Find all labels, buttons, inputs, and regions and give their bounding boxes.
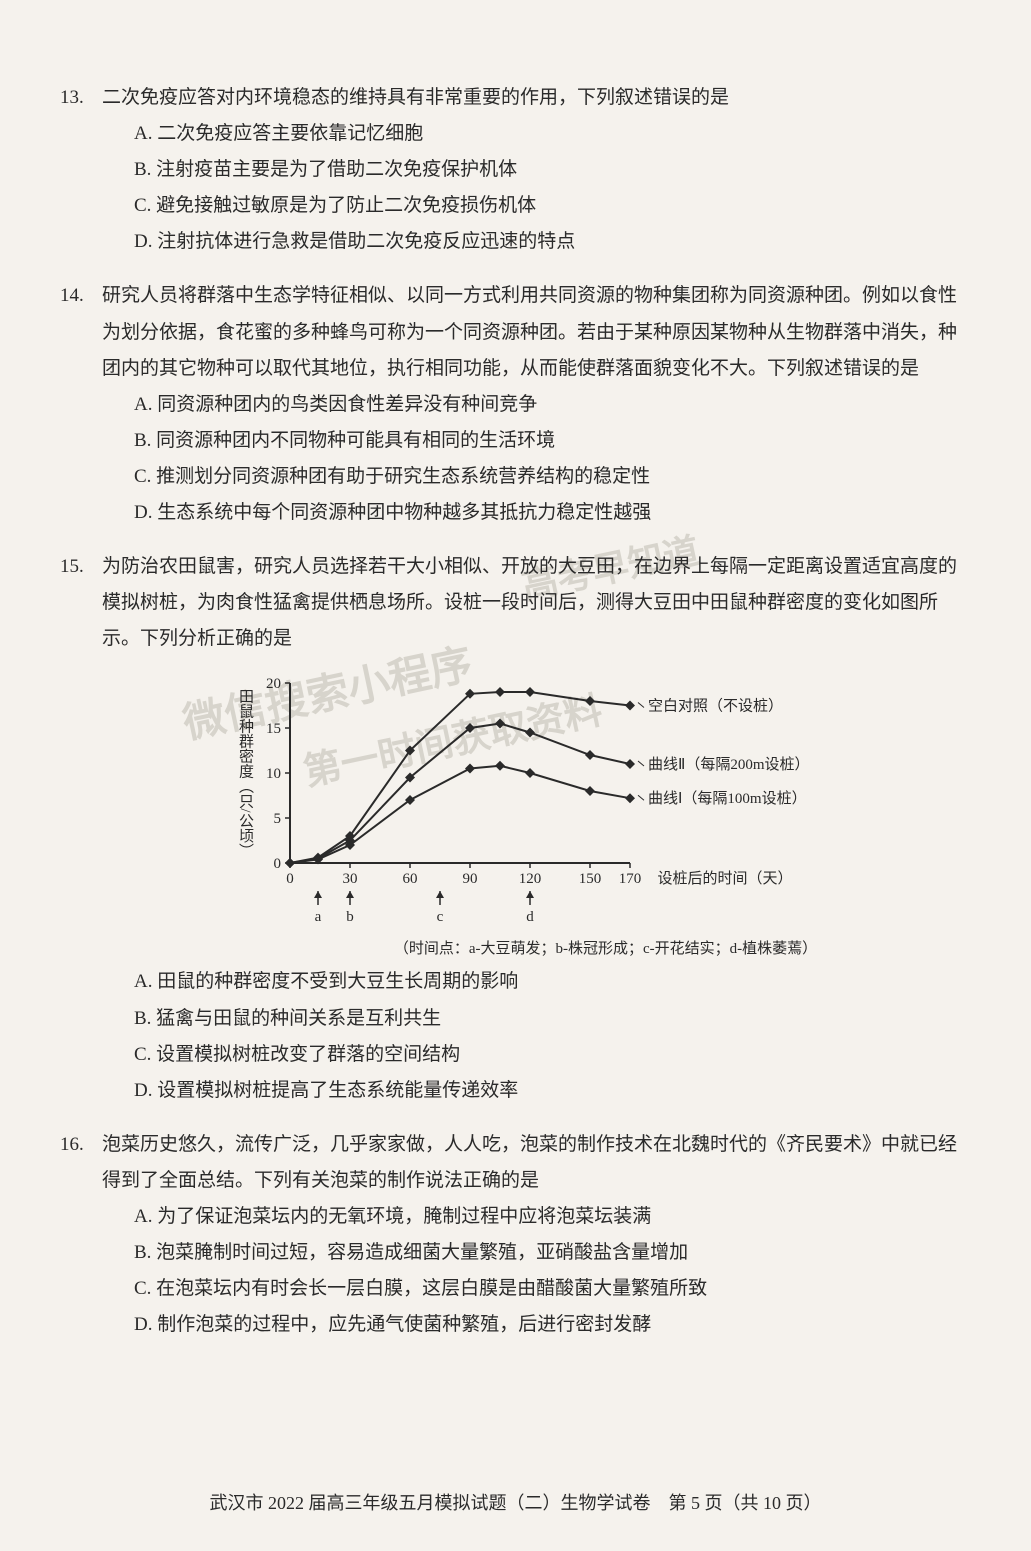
q13-stem: 13.二次免疫应答对内环境稳态的维持具有非常重要的作用，下列叙述错误的是 (60, 80, 971, 116)
page-footer: 武汉市 2022 届高三年级五月模拟试题（二）生物学试卷 第 5 页（共 10 … (0, 1489, 1031, 1515)
svg-text:20: 20 (266, 676, 281, 692)
q16-option-a: A. 为了保证泡菜坛内的无氧环境，腌制过程中应将泡菜坛装满 (134, 1199, 971, 1235)
svg-text:a: a (315, 909, 322, 925)
q13-option-b: B. 注射疫苗主要是为了借助二次免疫保护机体 (134, 152, 971, 188)
svg-text:120: 120 (519, 871, 542, 887)
question-13: 13.二次免疫应答对内环境稳态的维持具有非常重要的作用，下列叙述错误的是 A. … (60, 80, 971, 260)
q15-option-a: A. 田鼠的种群密度不受到大豆生长周期的影响 (134, 964, 971, 1000)
q15-stem: 15.为防治农田鼠害，研究人员选择若干大小相似、开放的大豆田，在边界上每隔一定距… (60, 549, 971, 657)
svg-text:田鼠种群密度（只/公顷）: 田鼠种群密度（只/公顷） (237, 689, 254, 858)
q15-options: A. 田鼠的种群密度不受到大豆生长周期的影响 B. 猛禽与田鼠的种间关系是互利共… (60, 964, 971, 1108)
line-chart-svg: 0 5 10 15 20 0 30 60 90 120 150 170 田鼠种群密度（只/公顷） 设桩后的… (220, 665, 840, 935)
svg-text:空白对照（不设桩）: 空白对照（不设桩） (648, 698, 783, 715)
q15-option-c: C. 设置模拟树桩改变了群落的空间结构 (134, 1037, 971, 1073)
q13-text: 二次免疫应答对内环境稳态的维持具有非常重要的作用，下列叙述错误的是 (102, 87, 729, 108)
q15-option-d: D. 设置模拟树桩提高了生态系统能量传递效率 (134, 1073, 971, 1109)
q16-num: 16. (60, 1127, 102, 1163)
svg-text:b: b (346, 909, 354, 925)
q16-option-b: B. 泡菜腌制时间过短，容易造成细菌大量繁殖，亚硝酸盐含量增加 (134, 1235, 971, 1271)
svg-text:设桩后的时间（天）: 设桩后的时间（天） (657, 870, 792, 887)
svg-text:10: 10 (266, 766, 281, 782)
q14-option-c: C. 推测划分同资源种团有助于研究生态系统营养结构的稳定性 (134, 459, 971, 495)
svg-text:90: 90 (463, 871, 478, 887)
question-16: 16.泡菜历史悠久，流传广泛，几乎家家做，人人吃，泡菜的制作技术在北魏时代的《齐… (60, 1127, 971, 1344)
svg-text:曲线Ⅰ（每隔100m设桩）: 曲线Ⅰ（每隔100m设桩） (648, 791, 807, 808)
q13-options: A. 二次免疫应答主要依靠记忆细胞 B. 注射疫苗主要是为了借助二次免疫保护机体… (60, 116, 971, 260)
chart-caption: （时间点：a-大豆萌发；b-株冠形成；c-开花结实；d-植株萎蔫） (220, 937, 971, 958)
svg-text:d: d (526, 909, 534, 925)
q13-num: 13. (60, 80, 102, 116)
q14-option-a: A. 同资源种团内的鸟类因食性差异没有种间竞争 (134, 387, 971, 423)
svg-text:15: 15 (266, 721, 281, 737)
q13-option-c: C. 避免接触过敏原是为了防止二次免疫损伤机体 (134, 188, 971, 224)
q16-text: 泡菜历史悠久，流传广泛，几乎家家做，人人吃，泡菜的制作技术在北魏时代的《齐民要术… (102, 1134, 957, 1191)
q16-option-c: C. 在泡菜坛内有时会长一层白膜，这层白膜是由醋酸菌大量繁殖所致 (134, 1271, 971, 1307)
q13-option-d: D. 注射抗体进行急救是借助二次免疫反应迅速的特点 (134, 224, 971, 260)
q15-option-b: B. 猛禽与田鼠的种间关系是互利共生 (134, 1001, 971, 1037)
q15-text: 为防治农田鼠害，研究人员选择若干大小相似、开放的大豆田，在边界上每隔一定距离设置… (102, 556, 957, 649)
svg-text:170: 170 (619, 871, 642, 887)
q15-chart: 0 5 10 15 20 0 30 60 90 120 150 170 田鼠种群密度（只/公顷） 设桩后的… (220, 665, 971, 958)
q14-option-b: B. 同资源种团内不同物种可能具有相同的生活环境 (134, 423, 971, 459)
q14-option-d: D. 生态系统中每个同资源种团中物种越多其抵抗力稳定性越强 (134, 495, 971, 531)
svg-text:60: 60 (403, 871, 418, 887)
question-15: 15.为防治农田鼠害，研究人员选择若干大小相似、开放的大豆田，在边界上每隔一定距… (60, 549, 971, 1109)
q16-stem: 16.泡菜历史悠久，流传广泛，几乎家家做，人人吃，泡菜的制作技术在北魏时代的《齐… (60, 1127, 971, 1199)
q14-options: A. 同资源种团内的鸟类因食性差异没有种间竞争 B. 同资源种团内不同物种可能具… (60, 387, 971, 531)
q14-stem: 14.研究人员将群落中生态学特征相似、以同一方式利用共同资源的物种集团称为同资源… (60, 278, 971, 386)
q14-num: 14. (60, 278, 102, 314)
q16-option-d: D. 制作泡菜的过程中，应先通气使菌种繁殖，后进行密封发酵 (134, 1307, 971, 1343)
svg-text:0: 0 (274, 856, 282, 872)
q15-num: 15. (60, 549, 102, 585)
question-14: 14.研究人员将群落中生态学特征相似、以同一方式利用共同资源的物种集团称为同资源… (60, 278, 971, 531)
svg-text:c: c (437, 909, 444, 925)
page-content: 13.二次免疫应答对内环境稳态的维持具有非常重要的作用，下列叙述错误的是 A. … (60, 80, 971, 1343)
q13-option-a: A. 二次免疫应答主要依靠记忆细胞 (134, 116, 971, 152)
svg-text:0: 0 (286, 871, 294, 887)
svg-text:30: 30 (343, 871, 358, 887)
svg-text:5: 5 (274, 811, 282, 827)
q16-options: A. 为了保证泡菜坛内的无氧环境，腌制过程中应将泡菜坛装满 B. 泡菜腌制时间过… (60, 1199, 971, 1343)
svg-text:150: 150 (579, 871, 602, 887)
svg-text:曲线Ⅱ（每隔200m设桩）: 曲线Ⅱ（每隔200m设桩） (648, 756, 810, 773)
q14-text: 研究人员将群落中生态学特征相似、以同一方式利用共同资源的物种集团称为同资源种团。… (102, 285, 957, 378)
